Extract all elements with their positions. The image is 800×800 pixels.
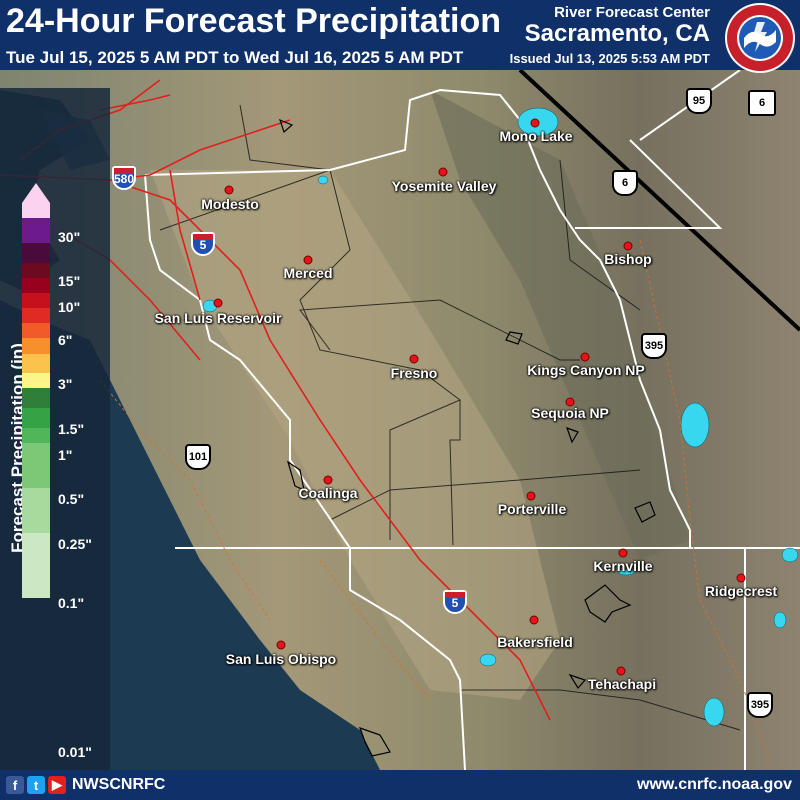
city-marker (580, 352, 590, 362)
legend-tick-0-5: 0.5" (58, 491, 85, 507)
city-marker (409, 354, 419, 364)
legend-color-band (22, 263, 50, 278)
legend-tick-0-01: 0.01" (58, 744, 92, 760)
city-label-kings-canyon-np: Kings Canyon NP (527, 362, 645, 378)
city-marker (616, 666, 626, 676)
city-marker (303, 255, 313, 265)
legend-color-band (22, 293, 50, 308)
city-marker (623, 241, 633, 251)
legend-color-band (22, 203, 50, 218)
city-marker (565, 397, 575, 407)
social-handle[interactable]: NWSCNRFC (72, 776, 166, 793)
legend-color-band (22, 323, 50, 338)
city-label-sequoia-np: Sequoia NP (531, 405, 609, 421)
city-label-kernville: Kernville (593, 558, 653, 574)
legend-tick-1-5: 1.5" (58, 421, 85, 437)
legend-color-band (22, 243, 50, 263)
city-label-san-luis-obispo: San Luis Obispo (225, 651, 337, 667)
legend-color-band (22, 443, 50, 488)
valid-period: Tue Jul 15, 2025 5 AM PDT to Wed Jul 16,… (6, 48, 464, 67)
legend-color-band (22, 533, 50, 598)
us-101-shield: 101 (185, 444, 211, 470)
legend-color-band (22, 308, 50, 323)
city-marker (438, 167, 448, 177)
website-link[interactable]: www.cnrfc.noaa.gov (637, 776, 792, 793)
city-label-mono-lake: Mono Lake (499, 128, 573, 144)
org-name: River Forecast Center (554, 4, 710, 21)
city-marker (224, 185, 234, 195)
city-label-porterville: Porterville (497, 501, 567, 517)
legend-tick-6: 6" (58, 332, 73, 348)
legend-tick-30: 30" (58, 229, 81, 245)
legend-tick-1: 1" (58, 447, 73, 463)
interstate-580-shield: 580 (112, 166, 136, 190)
city-label-merced: Merced (283, 265, 333, 281)
us-6-shield: 6 (612, 170, 638, 196)
city-label-bakersfield: Bakersfield (497, 634, 573, 650)
city-label-bishop: Bishop (604, 251, 652, 267)
legend-color-band (22, 373, 50, 388)
city-marker (736, 573, 746, 583)
city-label-yosemite-valley: Yosemite Valley (391, 178, 497, 194)
city-label-ridgecrest: Ridgecrest (704, 583, 778, 599)
legend-color-band (22, 488, 50, 533)
us-95-shield: 95 (686, 88, 712, 114)
precipitation-map[interactable]: 580 5 5 95 6 6 395 395 101 Modesto Yosem… (0, 70, 800, 770)
facebook-icon[interactable]: f (6, 776, 24, 794)
city-marker (530, 118, 540, 128)
map-footer: f t ▶ NWSCNRFC www.cnrfc.noaa.gov (0, 770, 800, 800)
legend-color-bar (22, 183, 50, 598)
legend-color-band (22, 428, 50, 443)
youtube-icon[interactable]: ▶ (48, 776, 66, 794)
city-marker (323, 475, 333, 485)
legend-color-band (22, 388, 50, 408)
us-395-shield-south: 395 (747, 692, 773, 718)
map-title: 24-Hour Forecast Precipitation (6, 2, 502, 40)
city-label-fresno: Fresno (390, 365, 438, 381)
us-6-shield-east: 6 (748, 90, 776, 116)
us-395-shield-north: 395 (641, 333, 667, 359)
interstate-5-shield-north: 5 (191, 232, 215, 256)
nws-logo-icon (725, 3, 795, 73)
city-label-modesto: Modesto (201, 196, 259, 212)
city-marker (276, 640, 286, 650)
city-label-tehachapi: Tehachapi (587, 676, 657, 692)
precipitation-legend: Forecast Precipitation (in) 30" 15" 10" … (0, 88, 110, 770)
city-marker (526, 491, 536, 501)
legend-tick-0-1: 0.1" (58, 595, 85, 611)
interstate-5-shield-south: 5 (443, 590, 467, 614)
org-city: Sacramento, CA (524, 20, 710, 47)
city-label-coalinga: Coalinga (298, 485, 358, 501)
legend-color-band (22, 218, 50, 243)
legend-tick-10: 10" (58, 299, 81, 315)
city-label-san-luis-reservoir: San Luis Reservoir (154, 310, 282, 326)
legend-arrow-tip (22, 183, 50, 203)
city-marker (618, 548, 628, 558)
issued-time: Issued Jul 13, 2025 5:53 AM PDT (509, 51, 710, 66)
legend-tick-15: 15" (58, 273, 81, 289)
social-links: f t ▶ (6, 776, 66, 794)
legend-color-band (22, 354, 50, 373)
legend-tick-3: 3" (58, 376, 73, 392)
legend-tick-0-25: 0.25" (58, 536, 92, 552)
map-header: 24-Hour Forecast Precipitation Tue Jul 1… (0, 0, 800, 73)
twitter-icon[interactable]: t (27, 776, 45, 794)
legend-color-band (22, 338, 50, 354)
legend-color-band (22, 408, 50, 428)
legend-color-band (22, 278, 50, 293)
city-marker (529, 615, 539, 625)
city-marker (213, 298, 223, 308)
